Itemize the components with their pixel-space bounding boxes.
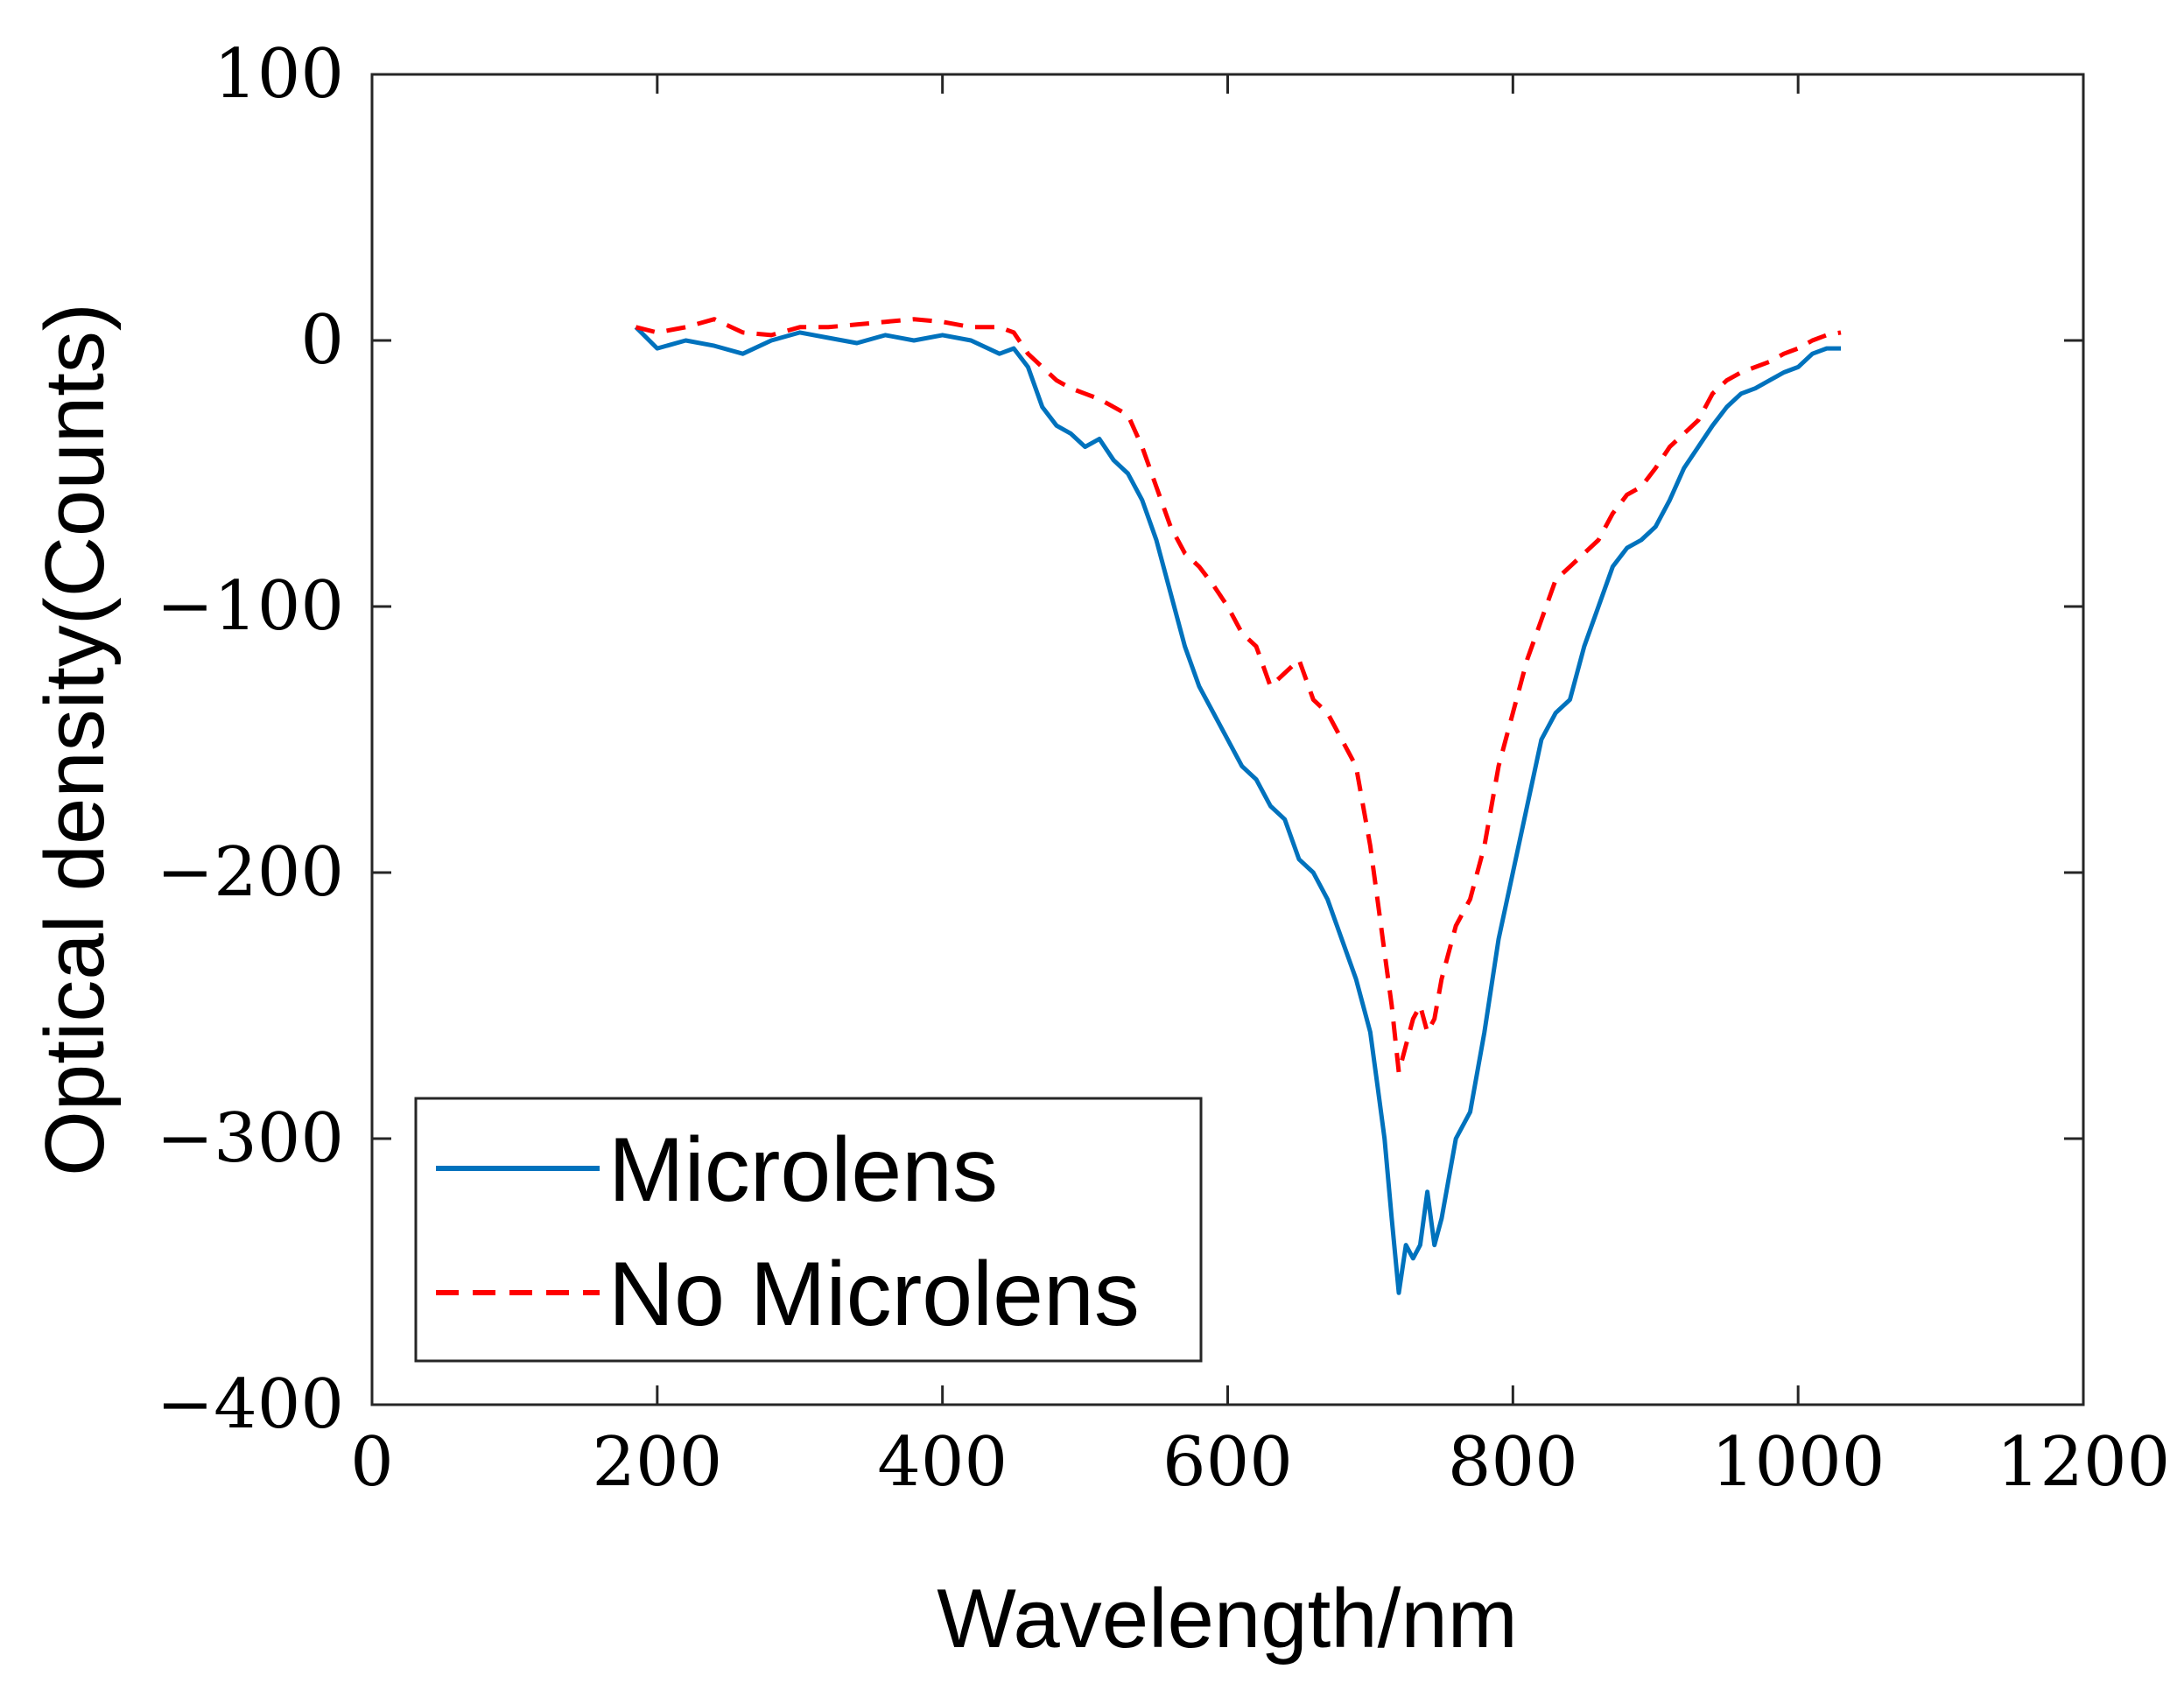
axis-tick-labels: 0 200 400 600 800 1000 12001000−100−200−300−40… [157, 35, 2170, 1502]
y-tick-label: −300 [157, 1099, 344, 1178]
x-tick-label: 400 [877, 1423, 1008, 1502]
y-tick-label: −100 [157, 567, 344, 646]
series-layer [634, 317, 1842, 1295]
legend: Microlens No Microlens [414, 1097, 1203, 1363]
series-line-microlens [634, 326, 1841, 1295]
y-tick-label: 100 [214, 35, 344, 114]
x-tick-label: 200 [592, 1423, 722, 1502]
x-tick-label: 1200 [1997, 1423, 2171, 1502]
series-line-no-microlens [635, 317, 1842, 1075]
x-tick-label: 600 [1162, 1423, 1293, 1502]
y-tick-label: 0 [300, 301, 344, 380]
y-axis-title: Optical density(Counts) [28, 303, 122, 1176]
legend-box [414, 1097, 1203, 1363]
y-tick-label: −400 [157, 1365, 344, 1444]
x-tick-label: 0 [350, 1423, 394, 1502]
x-tick-label: 1000 [1711, 1423, 1886, 1502]
x-tick-label: 800 [1448, 1423, 1578, 1502]
axis-ticks [370, 73, 2085, 1406]
x-axis-title: Wavelength/nm [937, 1572, 1517, 1665]
legend-label-microlens: Microlens [608, 1119, 998, 1221]
legend-label-no-microlens: No Microlens [608, 1244, 1140, 1345]
y-tick-label: −200 [157, 833, 344, 912]
